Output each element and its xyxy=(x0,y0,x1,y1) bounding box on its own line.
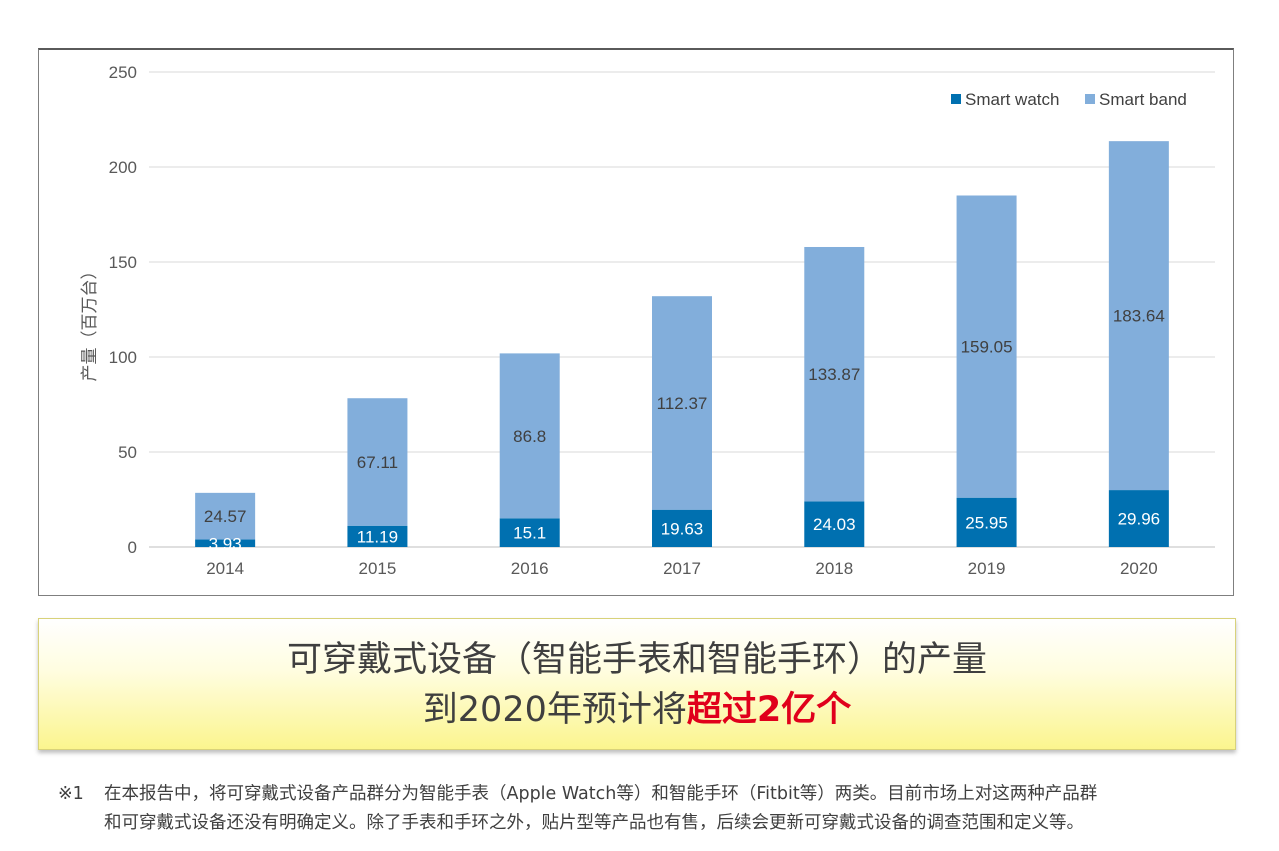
x-tick-label: 2015 xyxy=(359,559,397,578)
y-tick-label: 200 xyxy=(109,158,137,177)
footnote-line-2: 和可穿戴式设备还没有明确定义。除了手表和手环之外，贴片型等产品也有售，后续会更新… xyxy=(104,813,1084,833)
y-tick-label: 250 xyxy=(109,63,137,82)
y-tick-label: 150 xyxy=(109,253,137,272)
legend: Smart watch Smart band xyxy=(951,90,1187,109)
data-label-smart-band: 67.11 xyxy=(357,453,398,472)
bar-smart-watch xyxy=(1108,490,1169,547)
legend-label-smart-band: Smart band xyxy=(1099,90,1187,109)
callout-highlight: 超过2亿个 xyxy=(686,690,852,730)
data-label-smart-watch: 25.95 xyxy=(965,513,1008,532)
data-label-smart-watch: 11.19 xyxy=(357,527,398,546)
x-tick-label: 2020 xyxy=(1120,559,1158,578)
x-tick-label: 2016 xyxy=(511,559,549,578)
bar-smart-band xyxy=(499,353,560,519)
x-tick-label: 2019 xyxy=(968,559,1006,578)
footnote: ※1 在本报告中，将可穿戴式设备产品群分为智能手表（Apple Watch等）和智… xyxy=(58,780,1258,838)
data-label-smart-watch: 24.03 xyxy=(813,515,856,534)
callout-line-2: 到2020年预计将超过2亿个 xyxy=(39,685,1235,735)
bar-smart-band xyxy=(804,246,865,502)
data-label-smart-watch: 19.63 xyxy=(661,519,704,538)
data-label-smart-band: 159.05 xyxy=(961,338,1013,357)
y-axis-title: 产量（百万台） xyxy=(80,263,100,382)
data-label-smart-watch: 15.1 xyxy=(513,524,546,543)
footnote-mark: ※1 xyxy=(58,784,84,804)
data-label-smart-band: 24.57 xyxy=(204,507,247,526)
chart-container: 3.93 24.57 11.19 67.11 15.1 86.8 19.63 112.37 24… xyxy=(38,48,1234,596)
legend-label-smart-watch: Smart watch xyxy=(965,90,1059,109)
bar-smart-watch xyxy=(195,539,256,547)
bar-smart-watch xyxy=(499,518,560,547)
callout-line-1: 可穿戴式设备（智能手表和智能手环）的产量 xyxy=(286,640,987,680)
x-tick-label: 2017 xyxy=(663,559,701,578)
bar-smart-watch xyxy=(347,525,408,547)
data-label-smart-watch: 3.93 xyxy=(209,534,242,553)
summary-callout: 可穿戴式设备（智能手表和智能手环）的产量 到2020年预计将超过2亿个 xyxy=(38,618,1236,750)
bar-smart-band xyxy=(956,195,1017,498)
legend-swatch-smart-watch xyxy=(951,94,961,104)
data-label-smart-watch: 29.96 xyxy=(1118,510,1161,529)
bar-smart-watch xyxy=(652,509,712,547)
data-labels: 3.93 24.57 11.19 67.11 15.1 86.8 19.63 112.37 24… xyxy=(204,307,1165,554)
y-tick-label: 0 xyxy=(128,538,137,557)
bar-smart-watch xyxy=(804,501,865,547)
stacked-bar-chart: 3.93 24.57 11.19 67.11 15.1 86.8 19.63 112.37 24… xyxy=(80,63,1215,578)
data-label-smart-band: 183.64 xyxy=(1113,307,1165,326)
bars xyxy=(195,141,1169,547)
data-label-smart-band: 112.37 xyxy=(657,394,708,413)
bar-smart-band xyxy=(1108,141,1169,491)
callout-line-2-prefix: 到2020年预计将 xyxy=(422,690,687,730)
data-label-smart-band: 86.8 xyxy=(513,427,546,446)
footnote-line-1: ※1 在本报告中，将可穿戴式设备产品群分为智能手表（Apple Watch等）和智… xyxy=(58,780,1258,809)
x-tick-label: 2018 xyxy=(815,559,853,578)
axes: 0 50 100 150 200 250 2014 2015 2016 2017 2018 2019 2… xyxy=(109,63,1158,578)
data-label-smart-band: 133.87 xyxy=(808,365,860,384)
footnote-text-1: 在本报告中，将可穿戴式设备产品群分为智能手表（Apple Watch等）和智能手… xyxy=(104,784,1098,804)
bar-smart-band xyxy=(652,296,712,510)
y-tick-label: 50 xyxy=(118,443,137,462)
bar-smart-band xyxy=(195,492,256,540)
bar-smart-watch xyxy=(956,497,1017,547)
bar-smart-band xyxy=(347,398,408,526)
y-tick-label: 100 xyxy=(109,348,137,367)
x-tick-label: 2014 xyxy=(206,559,244,578)
legend-swatch-smart-band xyxy=(1085,94,1095,104)
